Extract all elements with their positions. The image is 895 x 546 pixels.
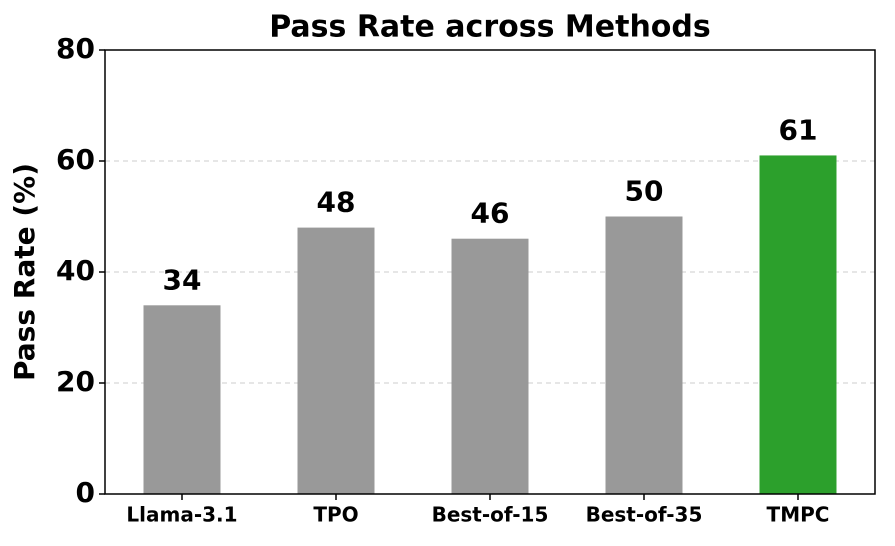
data-label: 61: [779, 113, 818, 146]
data-label: 48: [317, 186, 356, 219]
data-label: 34: [163, 263, 202, 296]
bar: [759, 155, 837, 494]
x-tick-label: TPO: [313, 503, 358, 527]
y-tick-label: 80: [56, 32, 95, 65]
y-axis-label: Pass Rate (%): [8, 163, 41, 381]
x-tick-label: Best-of-15: [432, 503, 549, 527]
x-tick-label: Best-of-35: [586, 503, 703, 527]
chart-title: Pass Rate across Methods: [269, 10, 711, 45]
plot-frame: [104, 49, 876, 495]
y-tick-label: 40: [56, 254, 95, 287]
y-tick-label: 60: [56, 143, 95, 176]
bar: [143, 305, 221, 494]
bar: [605, 216, 683, 494]
data-label: 50: [625, 175, 664, 208]
bar: [297, 227, 375, 494]
x-tick-label: TMPC: [767, 503, 830, 527]
y-tick-label: 0: [76, 476, 95, 509]
x-tick-label: Llama-3.1: [126, 503, 237, 527]
data-label: 46: [471, 197, 510, 230]
bar: [451, 238, 529, 494]
y-tick-label: 20: [56, 365, 95, 398]
